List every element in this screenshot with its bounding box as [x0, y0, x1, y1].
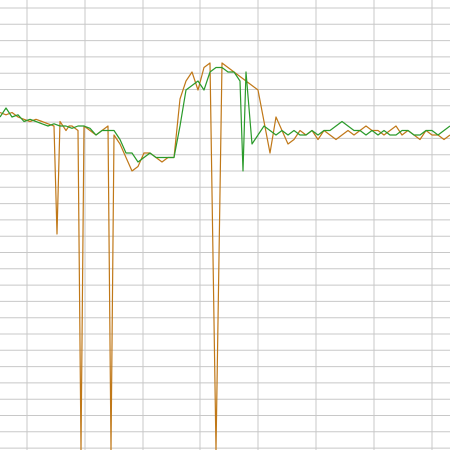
series-line-2: [0, 66, 450, 172]
series-group: [0, 62, 450, 450]
series-line-1: [0, 62, 450, 450]
